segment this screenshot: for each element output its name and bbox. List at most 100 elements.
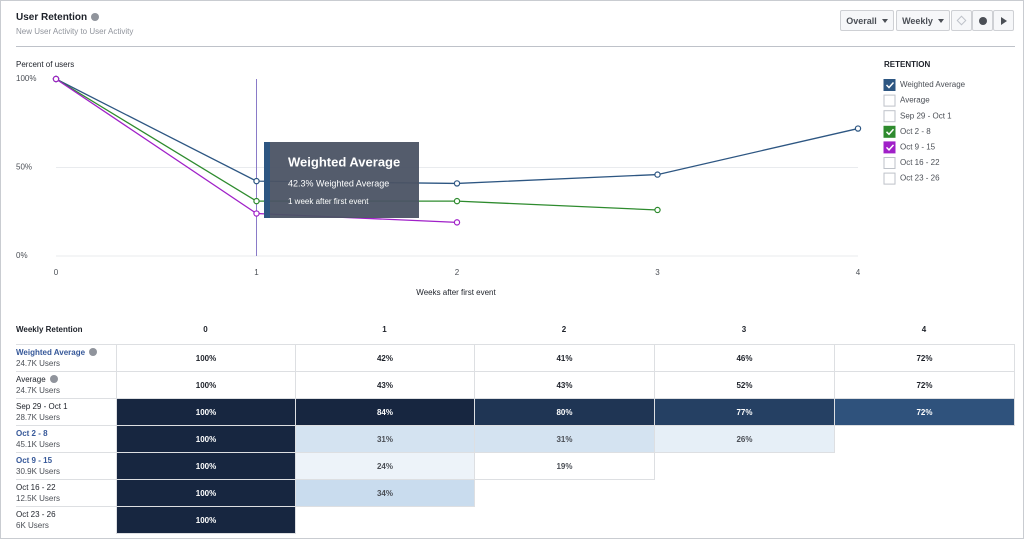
legend-label: Oct 16 - 22 [900, 158, 940, 167]
data-point [654, 171, 661, 178]
legend-checkbox[interactable] [883, 110, 896, 123]
row-users: 24.7K Users [16, 386, 61, 395]
caret [937, 18, 944, 23]
row-label: Sep 29 - Oct 1 28.7K Users [16, 402, 114, 422]
data-point [453, 180, 461, 187]
retention-cell: 43% [295, 371, 475, 399]
retention-cell: 31% [295, 425, 475, 453]
retention-cell: 77% [654, 398, 835, 426]
retention-cell: 72% [834, 371, 1015, 399]
retention-cell: 24% [295, 452, 475, 480]
row-users: 28.7K Users [16, 413, 61, 422]
retention-cell: 80% [474, 398, 655, 426]
row-label: Average 24.7K Users [16, 375, 114, 395]
tooltip-box [264, 142, 419, 218]
row-name: Oct 16 - 22 [16, 483, 114, 492]
column-header: 0 [203, 325, 208, 334]
row-users: 6K Users [16, 521, 49, 530]
data-point [654, 206, 661, 214]
row-name: Oct 2 - 8 [16, 429, 114, 438]
y-tick-label: 0% [16, 251, 28, 260]
column-header: 1 [382, 325, 387, 334]
row-name-text: Sep 29 - Oct 1 [16, 402, 68, 411]
retention-cell: 100% [116, 479, 296, 507]
tooltip: Weighted Average 42.3% Weighted Average 1 … [264, 142, 419, 218]
check-mark [885, 81, 895, 89]
retention-cell: 19% [474, 452, 655, 480]
retention-cell: 41% [474, 344, 655, 372]
x-tick-label: 1 [254, 268, 259, 277]
retention-cell: 26% [654, 425, 835, 453]
row-name-text[interactable]: Oct 9 - 15 [16, 456, 53, 465]
weekly-button[interactable]: Weekly [896, 10, 950, 31]
x-tick-label: 4 [856, 268, 861, 277]
row-name-text: Average [16, 375, 46, 384]
pin-button[interactable] [951, 10, 972, 31]
retention-cell: 100% [116, 452, 296, 480]
row-users: 12.5K Users [16, 494, 61, 503]
y-tick-label: 100% [16, 74, 36, 83]
retention-cell: 46% [654, 344, 835, 372]
info-button[interactable] [972, 10, 993, 31]
retention-cell: 100% [116, 344, 296, 372]
retention-cell: 100% [116, 425, 296, 453]
info-icon[interactable] [91, 13, 100, 21]
legend-label: Oct 23 - 26 [900, 174, 940, 183]
legend-label: Oct 9 - 15 [900, 143, 936, 152]
info-icon[interactable] [49, 375, 58, 383]
legend-checkbox[interactable] [883, 172, 896, 185]
legend-checkbox[interactable] [883, 79, 896, 91]
row-name-text: Oct 16 - 22 [16, 483, 56, 492]
subtitle: New User Activity to User Activity [16, 27, 134, 36]
data-point [253, 210, 260, 217]
legend-label: Weighted Average [900, 80, 966, 89]
chart: Percent of users Weeks after first event… [16, 60, 966, 297]
column-header: 4 [921, 325, 927, 334]
row-name-text[interactable]: Weighted Average [16, 348, 86, 357]
divider [16, 46, 1015, 47]
row-users: 24.7K Users [16, 359, 61, 368]
row-name-text[interactable]: Oct 2 - 8 [16, 429, 48, 438]
title: User Retention [16, 12, 100, 23]
row-label: Oct 9 - 15 30.9K Users [16, 456, 114, 476]
legend-label: Sep 29 - Oct 1 [900, 111, 952, 120]
retention-cell: 72% [834, 398, 1015, 426]
row-separator [16, 344, 116, 345]
legend-checkbox[interactable] [883, 141, 896, 154]
legend-checkbox[interactable] [883, 157, 896, 169]
legend-checkbox[interactable] [883, 125, 896, 138]
x-tick-label: 2 [455, 268, 460, 277]
info-icon[interactable] [89, 348, 98, 356]
row-name: Sep 29 - Oct 1 [16, 402, 114, 411]
tooltip-line: 42.3% Weighted Average [288, 178, 389, 188]
legend-checkbox[interactable] [883, 94, 896, 107]
x-axis-title: Weeks after first event [416, 288, 496, 297]
title-text: User Retention [16, 12, 88, 23]
retention-cell: 31% [474, 425, 655, 453]
retention-cell: 43% [474, 371, 655, 399]
row-separator [16, 506, 116, 507]
data-point [253, 197, 260, 205]
row-users: 45.1K Users [16, 440, 61, 449]
column-header: 3 [741, 325, 747, 334]
check-mark [885, 144, 895, 151]
data-point [253, 177, 260, 185]
retention-cell: 34% [295, 479, 475, 507]
row-separator [16, 452, 116, 453]
overall-button[interactable]: Overall [840, 10, 894, 31]
legend-label: Average [900, 96, 930, 105]
row-label: Oct 23 - 26 6K Users [16, 510, 114, 530]
x-tick-label: 3 [655, 268, 660, 277]
tooltip-note: 1 week after first event [288, 197, 369, 206]
retention-cell: 52% [654, 371, 835, 399]
row-label: Oct 2 - 8 45.1K Users [16, 429, 114, 449]
row-separator [16, 371, 116, 372]
retention-cell: 100% [116, 371, 296, 399]
row-separator [16, 479, 116, 480]
row-separator [16, 398, 116, 399]
row-label: Oct 16 - 22 12.5K Users [16, 483, 114, 503]
data-point [854, 125, 862, 132]
share-button[interactable] [993, 10, 1014, 31]
tooltip-accent [264, 142, 270, 218]
